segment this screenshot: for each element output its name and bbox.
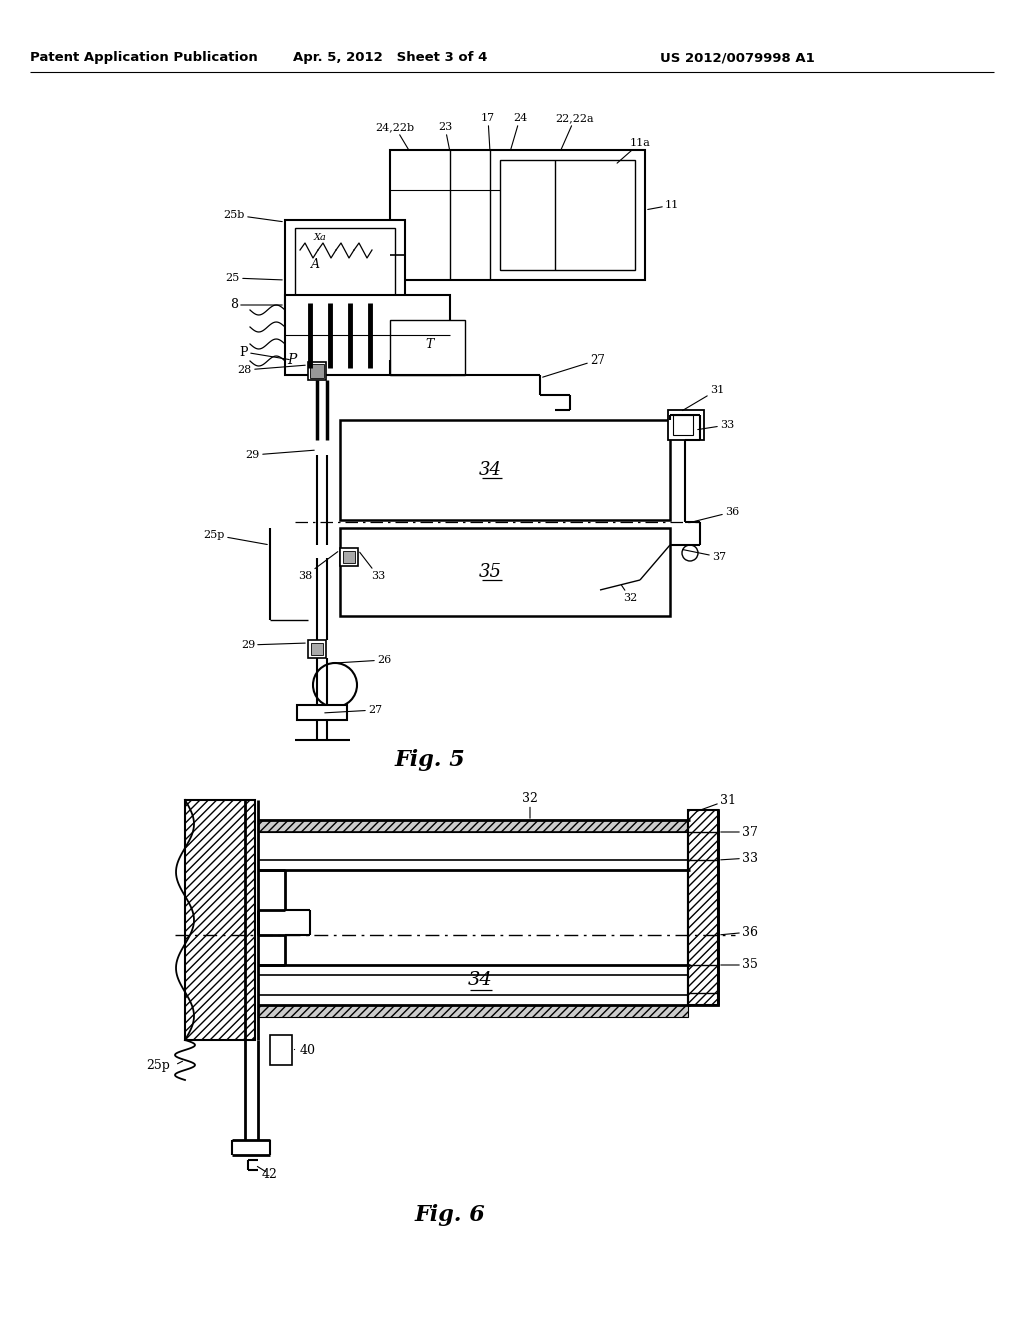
Text: 29: 29 [241, 640, 305, 649]
Bar [311, 643, 323, 655]
Bar [390, 150, 645, 280]
Bar [285, 220, 406, 319]
Text: P: P [288, 352, 297, 367]
Bar [688, 810, 718, 1005]
Text: 23: 23 [438, 121, 453, 149]
Text: 25p: 25p [146, 1059, 170, 1072]
Bar [285, 294, 450, 375]
Bar [668, 411, 705, 440]
Text: Fig. 6: Fig. 6 [415, 1204, 485, 1226]
Text: Patent Application Publication: Patent Application Publication [30, 51, 258, 65]
Text: 17: 17 [481, 114, 495, 149]
Text: 25b: 25b [223, 210, 283, 222]
Text: A: A [310, 259, 319, 272]
Text: 25: 25 [225, 273, 283, 282]
Text: 26: 26 [338, 655, 391, 665]
Bar [340, 528, 670, 616]
Text: 42: 42 [262, 1168, 278, 1181]
Text: 34: 34 [468, 972, 493, 989]
Text: 28: 28 [238, 366, 305, 375]
Text: 35: 35 [721, 958, 758, 972]
Bar [310, 364, 324, 378]
Text: 27: 27 [543, 354, 605, 378]
Bar [270, 1035, 292, 1065]
Text: 35: 35 [478, 564, 502, 581]
Text: 37: 37 [683, 549, 726, 562]
Bar [673, 414, 693, 436]
Text: 31: 31 [697, 793, 736, 810]
Text: 32: 32 [622, 585, 637, 603]
Text: 32: 32 [522, 792, 538, 818]
Text: 36: 36 [721, 925, 758, 939]
Text: 33: 33 [721, 851, 758, 865]
Bar [295, 228, 395, 312]
Bar [343, 550, 355, 564]
Text: Xa: Xa [313, 234, 327, 243]
Bar [340, 420, 670, 520]
Text: 33: 33 [359, 552, 385, 581]
Bar [258, 820, 688, 832]
Bar [185, 800, 255, 1040]
Text: 37: 37 [721, 825, 758, 838]
Text: 34: 34 [478, 461, 502, 479]
Text: 33: 33 [697, 420, 734, 430]
Text: 38: 38 [298, 552, 338, 581]
Bar [340, 548, 358, 566]
Text: 31: 31 [682, 385, 724, 411]
Text: 40: 40 [300, 1044, 316, 1056]
Text: T: T [426, 338, 434, 351]
Text: 24: 24 [511, 114, 527, 149]
Text: P: P [240, 346, 289, 359]
Bar [390, 319, 465, 375]
Bar [297, 705, 347, 719]
Text: US 2012/0079998 A1: US 2012/0079998 A1 [660, 51, 815, 65]
Text: 24,22b: 24,22b [376, 121, 415, 149]
Text: 11a: 11a [617, 139, 650, 164]
Text: 25p: 25p [204, 531, 267, 545]
Bar [258, 1005, 688, 1016]
Text: 11: 11 [648, 201, 679, 210]
Text: 22,22a: 22,22a [556, 114, 594, 149]
Bar [308, 640, 326, 657]
Text: 8: 8 [230, 298, 283, 312]
Bar [688, 810, 718, 1005]
Bar [500, 160, 635, 271]
Bar [308, 362, 326, 380]
Text: 29: 29 [246, 450, 314, 459]
Text: 36: 36 [694, 507, 739, 521]
Text: Apr. 5, 2012   Sheet 3 of 4: Apr. 5, 2012 Sheet 3 of 4 [293, 51, 487, 65]
Text: Fig. 5: Fig. 5 [394, 748, 465, 771]
Text: 27: 27 [325, 705, 382, 715]
